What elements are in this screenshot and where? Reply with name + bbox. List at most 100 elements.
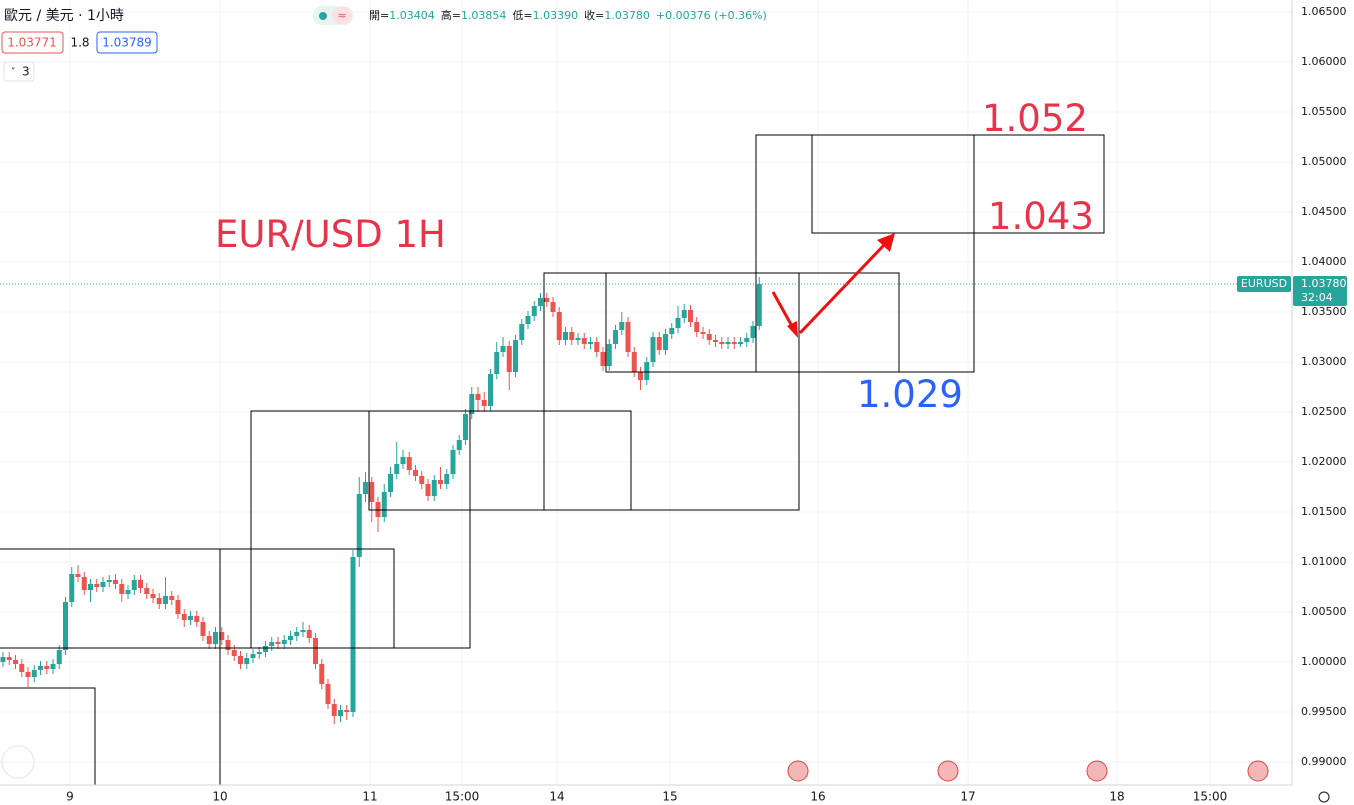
candle-body [638, 372, 643, 380]
ohlc-label: 低= [512, 9, 532, 22]
candle-body [469, 394, 475, 414]
box [605, 272, 900, 373]
candle-body [194, 616, 200, 622]
ohlc-label: 高= [441, 8, 461, 22]
candle-body [744, 338, 750, 342]
candle-body [681, 310, 687, 318]
candle-body [294, 632, 300, 636]
candle-body [75, 574, 81, 577]
candle-body [419, 476, 425, 484]
candle-body [725, 342, 731, 344]
box [0, 548, 395, 649]
ask-box[interactable] [96, 31, 158, 54]
bid-box[interactable] [1, 31, 64, 54]
arrow [798, 242, 887, 335]
ohlc-value: 1.03404 [389, 9, 435, 22]
nav-button[interactable] [1, 745, 35, 779]
candle-body [431, 480, 437, 496]
x-tick-label: 9 [66, 790, 74, 804]
candle-body [13, 660, 18, 664]
candle-body [413, 470, 418, 476]
candle-body [625, 322, 631, 352]
box [755, 134, 975, 373]
candle-body [188, 616, 193, 620]
x-tick-label: 10 [212, 790, 227, 804]
candle-body [463, 414, 468, 440]
candle-body [50, 664, 56, 669]
candle-body [731, 342, 737, 344]
candle-body [575, 338, 581, 340]
y-tick-label: 1.00500 [1301, 605, 1347, 618]
candle-body [225, 640, 231, 650]
x-tick-label: 16 [810, 790, 825, 804]
candle-body [756, 284, 762, 326]
ohlc-value: 1.03854 [461, 9, 507, 22]
candle-body [544, 298, 550, 302]
candle-body [344, 710, 350, 712]
candle-body [238, 656, 243, 664]
candle-body [6, 657, 12, 660]
candle-body [719, 342, 725, 344]
candle-body [538, 298, 543, 306]
candle-body [219, 632, 225, 640]
candle-body [450, 450, 456, 474]
x-tick-label: 17 [960, 790, 975, 804]
candle-body [388, 474, 393, 492]
x-tick-label: 15:00 [445, 790, 480, 804]
event-icon[interactable] [1086, 760, 1108, 782]
y-tick-label: 1.06500 [1301, 5, 1347, 18]
candle-body [181, 614, 187, 620]
y-tick-label: 1.01500 [1301, 505, 1347, 518]
symbol-label: EURUSD [1241, 277, 1287, 290]
candle-body [144, 588, 150, 594]
y-tick-label: 1.06000 [1301, 55, 1347, 68]
event-icon[interactable] [937, 760, 959, 782]
candle-body [69, 574, 75, 602]
candle-body [475, 394, 481, 400]
y-tick-label: 1.03000 [1301, 355, 1347, 368]
settings-icon[interactable] [1318, 791, 1330, 803]
candle-body [94, 584, 100, 587]
chevron: ˅ [11, 68, 16, 78]
last-price-label: 1.03780 [1301, 277, 1347, 290]
candle-body [88, 584, 93, 590]
y-tick-label: 1.00000 [1301, 655, 1347, 668]
annotation: 1.029 [857, 373, 963, 416]
box [811, 134, 1105, 234]
ohlc: 開= 1.03404 高= 1.03854 低= 1.03390 收= 1.03780 +0.0… [369, 8, 767, 22]
candle-body [44, 666, 50, 669]
candle-body [156, 598, 162, 604]
candle-body [213, 632, 218, 644]
candle-body [19, 664, 25, 672]
delay-icon: ≈ [337, 9, 346, 22]
candle-body [600, 352, 606, 366]
candle-body [288, 636, 293, 640]
candle-body [706, 334, 712, 340]
candle-body [588, 342, 593, 344]
candle-body [456, 440, 462, 450]
candle-body [56, 650, 62, 664]
candle-body [669, 328, 675, 334]
ohlc-label: 收= [584, 8, 604, 22]
candle-body [119, 584, 125, 594]
arrows [771, 233, 895, 338]
indicators-toggle[interactable] [3, 61, 35, 82]
candle-body [231, 650, 237, 656]
annotation: 1.043 [988, 195, 1094, 238]
candle-body [550, 302, 556, 312]
ask: 1.03789 [102, 36, 152, 50]
candle-body [694, 322, 700, 332]
candle-body [494, 352, 500, 374]
candle-body [581, 338, 587, 344]
event-icon[interactable] [787, 760, 809, 782]
price-tag [1293, 276, 1347, 306]
ohlc-value: 1.03390 [533, 9, 579, 22]
candle-body [675, 318, 681, 328]
candle-body [256, 652, 262, 654]
candle-body [519, 324, 525, 340]
candle-body [131, 580, 137, 590]
y-tick-label: 1.04000 [1301, 255, 1347, 268]
event-icon[interactable] [1247, 760, 1269, 782]
x-tick-label: 15 [662, 790, 677, 804]
